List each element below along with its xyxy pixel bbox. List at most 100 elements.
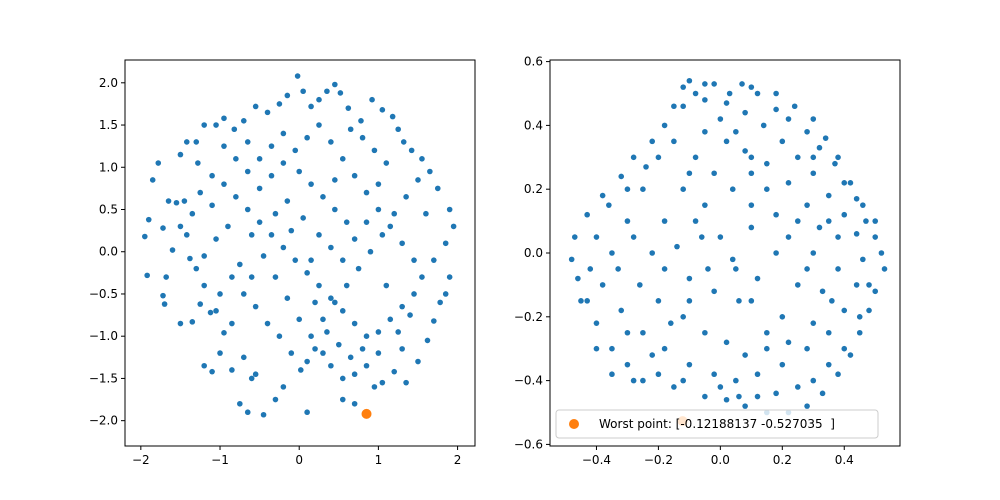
data-point [593,320,600,326]
data-point [791,103,798,110]
y-tick-label: −2.0 [89,414,118,428]
data-point [339,156,346,162]
data-point [268,232,275,238]
data-point [308,333,314,340]
data-point [155,160,162,166]
data-point [779,361,786,368]
data-point [367,248,374,255]
data-point [359,134,366,141]
data-point [142,233,148,240]
data-point [268,143,275,149]
data-point [748,224,755,231]
data-point [702,128,708,135]
data-point [593,234,600,240]
data-point [643,164,649,170]
data-point [674,243,680,250]
data-point [284,92,291,99]
data-point [872,288,879,295]
data-point [316,282,322,289]
data-point [702,329,708,336]
data-point [748,202,755,208]
data-point [587,266,594,272]
data-point [383,282,390,289]
data-point [177,151,184,158]
data-point [399,303,405,310]
data-point [810,250,817,256]
data-point [847,352,854,358]
data-point [804,266,810,272]
data-point [853,195,860,202]
legend-marker [569,419,579,429]
x-tick-label: 1 [375,453,383,467]
data-point [698,234,705,240]
data-point [363,333,370,340]
data-point [337,90,344,96]
data-point [599,282,606,288]
data-point [332,81,338,88]
data-point [872,234,879,240]
x-tick-label: 2 [454,453,462,467]
data-point [692,218,699,224]
data-point [584,211,590,218]
data-point [201,122,207,128]
data-point [165,198,172,204]
x-tick-label: −0.2 [644,453,673,467]
data-point [252,303,259,310]
data-point [810,320,817,326]
data-point [260,253,267,259]
data-point [375,350,382,356]
data-point [320,316,326,323]
data-point [363,362,370,369]
data-point [339,308,346,314]
data-point [773,211,779,218]
data-point [355,265,362,272]
data-point [379,379,386,386]
data-point [571,234,578,240]
data-point [209,202,215,209]
data-point [332,206,338,213]
data-point [804,345,810,352]
data-point [415,177,421,183]
data-point [284,198,291,204]
legend: Worst point: [-0.12188137 -0.527035 ] [555,409,879,439]
data-point [145,216,152,223]
data-point [288,227,295,234]
data-point [419,274,425,280]
data-point [272,396,279,403]
data-point [363,219,370,225]
data-point [300,215,306,221]
data-point [332,299,338,306]
data-point [866,307,872,314]
data-point [316,96,322,103]
data-point [856,329,863,336]
data-point [201,253,207,259]
data-point [221,115,227,122]
data-point [779,314,786,320]
data-point [733,377,739,384]
data-point [408,147,415,154]
data-point [630,377,637,384]
data-point [395,126,401,133]
data-point [379,232,386,238]
data-point [723,339,730,346]
data-point [825,361,832,368]
data-point [391,368,398,375]
data-point [773,390,779,397]
data-point [661,218,668,224]
data-point [187,255,193,262]
data-point [624,186,631,192]
data-point [181,198,188,204]
data-point [308,257,314,263]
data-point [288,350,295,356]
data-point [240,354,247,361]
data-point [618,307,625,314]
data-point [280,384,287,390]
highlight-point [361,408,372,419]
data-point [339,257,346,263]
data-point [742,352,748,358]
data-point [229,320,235,327]
y-tick-label: 0.2 [524,182,543,196]
data-point [655,371,662,378]
data-point [723,138,730,145]
